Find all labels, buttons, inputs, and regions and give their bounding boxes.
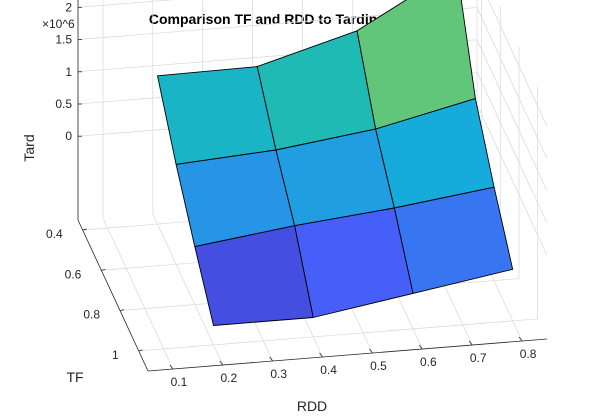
surface-face (294, 207, 414, 318)
z-tick-label: 0 (65, 129, 72, 143)
grid-line (138, 318, 538, 352)
grid-line (476, 39, 548, 191)
x-tick-mark (169, 364, 174, 370)
y-tick-mark (119, 309, 125, 311)
grid-line (476, 104, 548, 256)
z-tick-labels: 0 0.5 1 1.5 2 (55, 0, 72, 143)
surface (157, 0, 514, 326)
grid-line (476, 7, 548, 159)
x-tick-label: 0.1 (171, 375, 188, 389)
x-axis-line (147, 338, 548, 372)
y-tick-mark (82, 228, 87, 231)
y-tick-label: 0.6 (65, 267, 82, 281)
x-tick-mark (319, 352, 323, 358)
y-tick-label: 0.8 (83, 308, 100, 322)
y-axis-line (77, 219, 149, 372)
surface-face (256, 30, 377, 151)
x-tick-label: 0.3 (270, 367, 287, 381)
grid-line (152, 213, 224, 366)
x-tick-labels: 0.1 0.2 0.3 0.4 0.5 0.6 0.7 0.8 (171, 347, 537, 389)
x-tick-label: 0.2 (220, 371, 237, 385)
grid-line (102, 217, 174, 370)
surface-face (194, 225, 314, 326)
x-axis-label: RDD (297, 398, 327, 414)
y-tick-label: 1 (112, 348, 119, 362)
x-tick-label: 0.4 (320, 363, 337, 377)
axes (77, 0, 548, 372)
surface-face (157, 66, 277, 165)
x-tick-mark (468, 340, 473, 346)
x-tick-mark (418, 344, 423, 350)
x-tick-label: 0.7 (470, 351, 487, 365)
z-exponent-label: ×10^6 (42, 17, 75, 31)
y-tick-mark (101, 268, 106, 271)
grid-line (476, 71, 548, 224)
x-tick-mark (269, 356, 274, 362)
z-axis-label: Tard (21, 134, 37, 161)
z-tick-label: 2 (65, 0, 72, 14)
grid-line (487, 0, 548, 127)
y-tick-mark (138, 349, 143, 352)
chart-title: Comparison TF and RDD to Tardiness Value (149, 11, 441, 27)
x-tick-mark (369, 348, 373, 354)
y-tick-label: 0.4 (46, 227, 63, 241)
z-tick-label: 1 (65, 65, 72, 79)
x-tick-label: 0.8 (520, 347, 537, 361)
x-tick-label: 0.5 (370, 359, 387, 373)
z-tick-label: 0.5 (55, 97, 72, 111)
y-axis-label: TF (66, 369, 83, 385)
z-tick-label: 1.5 (55, 33, 72, 47)
grid-line (77, 0, 175, 8)
x-tick-mark (518, 336, 523, 342)
x-tick-label: 0.6 (420, 355, 437, 369)
y-tick-labels: 0.4 0.6 0.8 1 (46, 227, 119, 362)
x-tick-mark (219, 360, 224, 366)
